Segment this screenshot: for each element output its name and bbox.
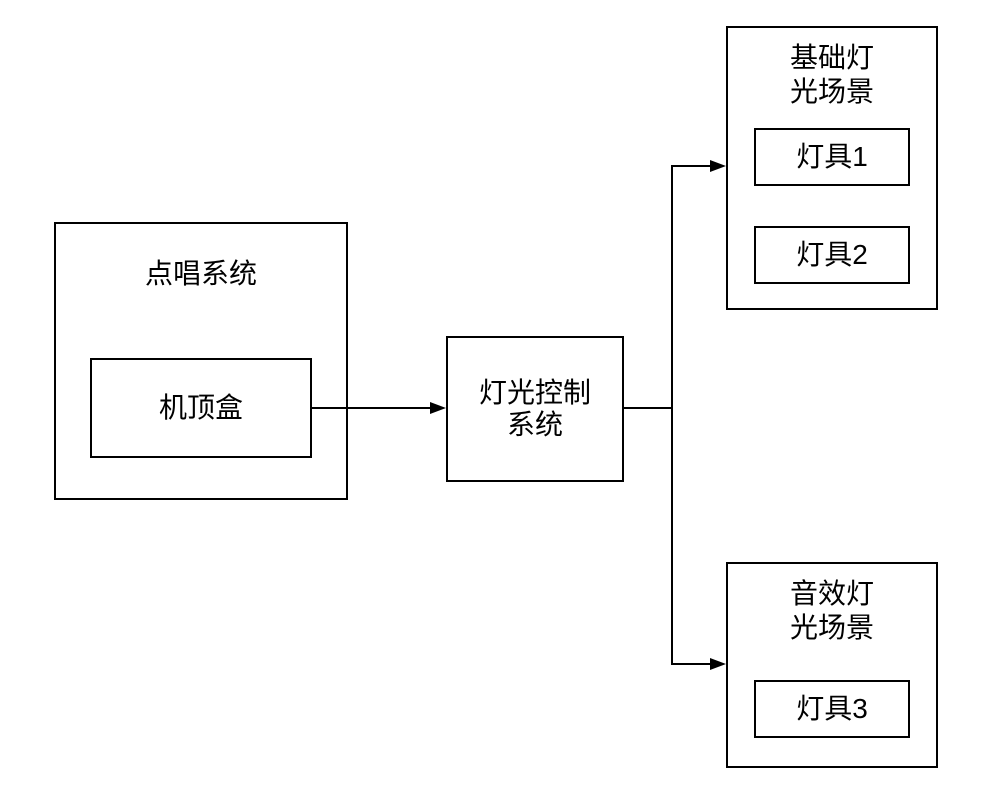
lamp3-label: 灯具3 <box>796 693 868 725</box>
light-control-label-2: 系统 <box>507 409 563 441</box>
lamp3-box: 灯具3 <box>754 680 910 738</box>
lamp2-box: 灯具2 <box>754 226 910 284</box>
light-control-label-1: 灯光控制 <box>479 377 591 409</box>
diagram-canvas: 点唱系统 机顶盒 灯光控制 系统 基础灯 光场景 灯具1 灯具2 音效灯 光场景… <box>0 0 1000 792</box>
light-control-box: 灯光控制 系统 <box>446 336 624 482</box>
sound-scene-title-1: 音效灯 <box>764 578 900 610</box>
lamp1-label: 灯具1 <box>796 141 868 173</box>
lamp2-label: 灯具2 <box>796 239 868 271</box>
karaoke-system-title: 点唱系统 <box>104 258 298 290</box>
sound-scene-title-2: 光场景 <box>764 612 900 644</box>
set-top-box-label: 机顶盒 <box>159 392 243 424</box>
lamp1-box: 灯具1 <box>754 128 910 186</box>
basic-scene-title-2: 光场景 <box>764 76 900 108</box>
basic-scene-title-1: 基础灯 <box>764 42 900 74</box>
set-top-box: 机顶盒 <box>90 358 312 458</box>
